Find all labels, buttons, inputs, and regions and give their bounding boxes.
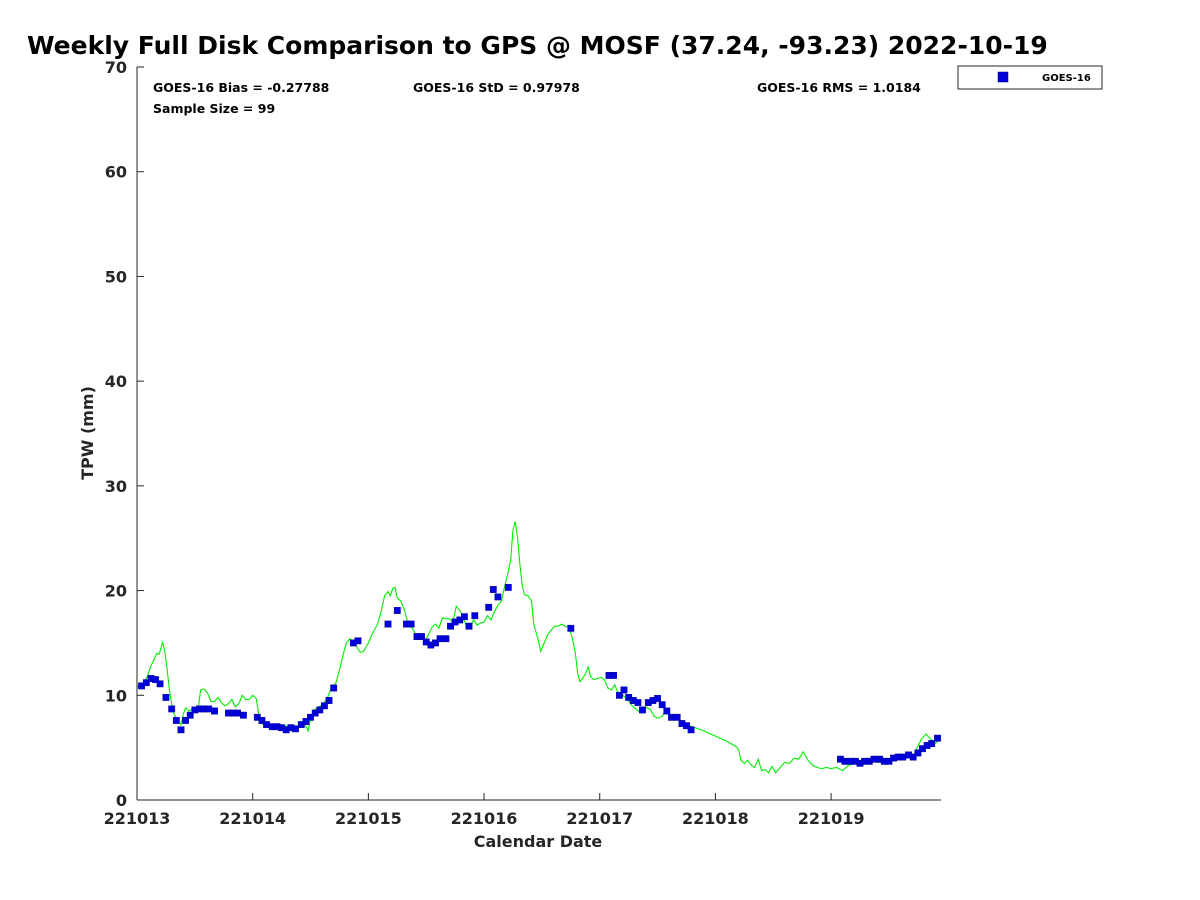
goes16-point-72 bbox=[658, 701, 666, 709]
x-axis-label: Calendar Date bbox=[474, 832, 603, 851]
legend-label-goes16: GOES-16 bbox=[1042, 73, 1091, 84]
goes16-point-19 bbox=[239, 711, 247, 719]
goes16-point-68 bbox=[639, 706, 646, 714]
chart-title: Weekly Full Disk Comparison to GPS @ MOS… bbox=[27, 31, 1048, 60]
std-stat: GOES-16 StD = 0.97978 bbox=[413, 80, 580, 95]
goes16-point-18 bbox=[234, 709, 241, 717]
legend-marker-goes16 bbox=[997, 71, 1009, 83]
goes16-point-53 bbox=[461, 613, 468, 621]
goes16-point-22 bbox=[263, 721, 270, 729]
goes16-point-99 bbox=[934, 734, 941, 742]
legend-box bbox=[957, 65, 1103, 90]
goes16-point-94 bbox=[909, 753, 917, 761]
goes16-point-28 bbox=[292, 725, 299, 733]
goes16-point-39 bbox=[384, 620, 392, 628]
goes16-point-40 bbox=[393, 607, 401, 614]
goes16-point-1 bbox=[142, 679, 150, 687]
goes16-point-71 bbox=[654, 695, 662, 702]
goes16-marker-layer bbox=[138, 584, 941, 767]
y-axis-label: TPW (mm) bbox=[78, 386, 97, 480]
x-tick-label-4: 221017 bbox=[566, 809, 633, 828]
goes16-point-9 bbox=[182, 717, 189, 724]
x-tick-label-0: 221013 bbox=[104, 809, 171, 828]
goes16-point-80 bbox=[841, 757, 849, 765]
goes16-point-56 bbox=[485, 603, 493, 611]
goes16-point-74 bbox=[668, 713, 675, 721]
goes16-point-7 bbox=[172, 717, 180, 724]
goes16-point-58 bbox=[494, 593, 502, 601]
y-tick-label-2: 20 bbox=[105, 582, 127, 601]
gps-series-line bbox=[136, 521, 942, 774]
goes16-point-44 bbox=[418, 633, 425, 641]
goes16-point-57 bbox=[489, 586, 497, 593]
y-axis-ticks: 0 10 20 30 40 50 60 70 bbox=[105, 58, 144, 810]
goes16-point-5 bbox=[162, 694, 170, 701]
goes16-point-8 bbox=[177, 726, 185, 734]
goes16-point-55 bbox=[471, 612, 479, 620]
y-tick-label-4: 40 bbox=[105, 372, 127, 391]
rms-stat: GOES-16 RMS = 1.0184 bbox=[757, 80, 921, 95]
goes16-point-3 bbox=[152, 676, 159, 684]
goes16-point-15 bbox=[211, 707, 218, 715]
y-tick-label-5: 50 bbox=[105, 267, 127, 286]
goes16-point-77 bbox=[683, 722, 690, 730]
goes16-point-33 bbox=[316, 706, 324, 714]
goes16-point-54 bbox=[465, 622, 473, 630]
goes16-point-34 bbox=[321, 702, 328, 710]
legend: GOES-16 bbox=[957, 65, 1103, 90]
y-tick-label-1: 10 bbox=[105, 686, 127, 705]
gps-line-layer bbox=[136, 521, 942, 774]
goes16-point-75 bbox=[673, 713, 681, 721]
goes16-point-35 bbox=[325, 697, 333, 704]
bias-stat: GOES-16 Bias = -0.27788 bbox=[153, 80, 329, 95]
goes16-point-48 bbox=[436, 635, 444, 643]
x-tick-label-2: 221015 bbox=[335, 809, 402, 828]
goes16-point-31 bbox=[307, 713, 314, 721]
goes16-point-62 bbox=[610, 672, 618, 679]
goes16-point-49 bbox=[442, 635, 450, 643]
goes16-point-38 bbox=[354, 637, 362, 645]
goes16-point-6 bbox=[168, 705, 176, 713]
goes16-point-21 bbox=[258, 717, 266, 724]
goes16-point-36 bbox=[330, 684, 338, 692]
y-tick-label-6: 60 bbox=[105, 163, 127, 182]
goes16-point-78 bbox=[687, 726, 695, 734]
goes16-point-73 bbox=[663, 707, 671, 715]
goes16-point-47 bbox=[432, 639, 439, 647]
goes16-point-42 bbox=[407, 620, 415, 628]
y-tick-label-0: 0 bbox=[116, 791, 127, 810]
x-tick-label-3: 221016 bbox=[451, 809, 518, 828]
x-axis-ticks: 221013 221014 221015 221016 221017 221018 2210… bbox=[104, 793, 865, 828]
goes16-point-86 bbox=[870, 755, 878, 763]
goes16-point-92 bbox=[899, 753, 907, 761]
goes16-point-67 bbox=[634, 699, 642, 707]
sample-size-stat: Sample Size = 99 bbox=[153, 101, 275, 116]
goes16-point-64 bbox=[620, 686, 628, 694]
goes16-point-59 bbox=[504, 584, 512, 591]
goes16-point-50 bbox=[447, 622, 454, 630]
goes16-point-95 bbox=[914, 749, 922, 757]
goes16-point-60 bbox=[567, 624, 575, 632]
goes16-point-14 bbox=[205, 705, 213, 713]
goes16-point-30 bbox=[302, 718, 310, 725]
goes16-point-10 bbox=[186, 711, 194, 719]
x-tick-label-5: 221018 bbox=[682, 809, 749, 828]
goes16-point-63 bbox=[616, 691, 623, 699]
goes16-point-98 bbox=[928, 740, 936, 747]
y-tick-label-3: 30 bbox=[105, 477, 127, 496]
x-tick-label-6: 221019 bbox=[798, 809, 865, 828]
x-tick-label-1: 221014 bbox=[219, 809, 286, 828]
y-tick-label-7: 70 bbox=[105, 58, 127, 77]
goes16-point-4 bbox=[156, 680, 164, 688]
plot-area bbox=[136, 521, 942, 774]
